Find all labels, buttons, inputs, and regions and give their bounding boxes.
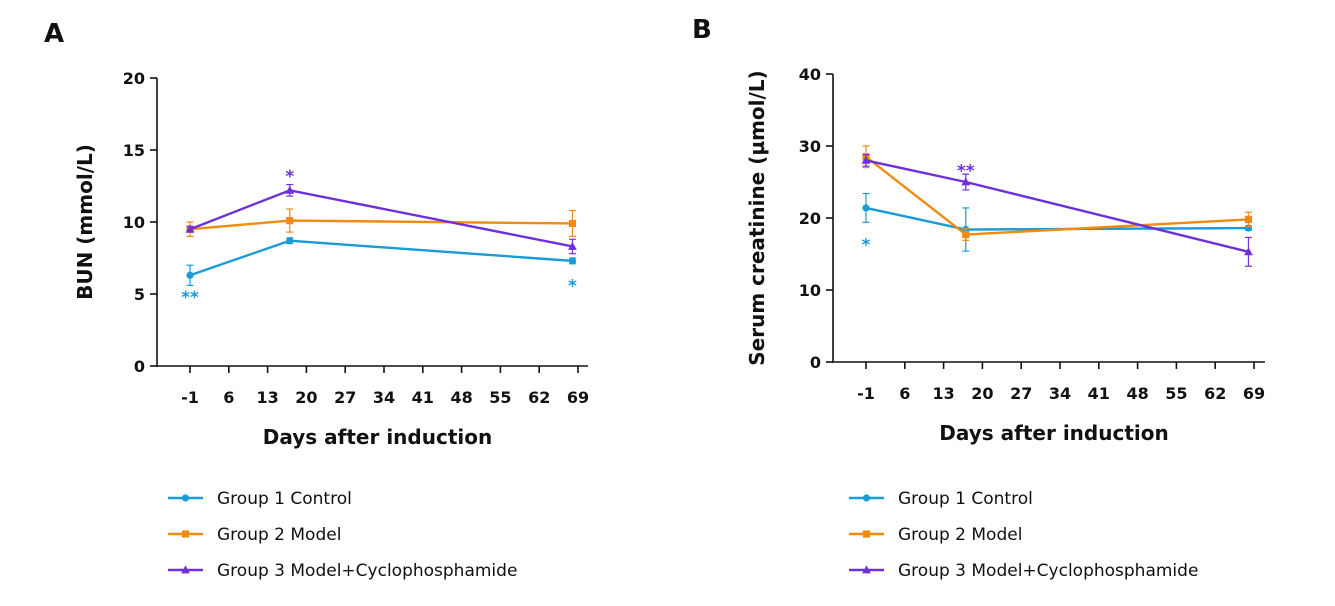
x-axis-title: Days after induction [263, 425, 492, 449]
series-line [189, 189, 573, 248]
series-line [865, 159, 1249, 254]
data-point [286, 237, 294, 245]
data-point [961, 177, 971, 186]
x-tick-label: 62 [528, 388, 550, 407]
series-line [189, 219, 573, 231]
x-tick-label: 48 [450, 388, 472, 407]
series-1 [186, 237, 577, 286]
series-3 [861, 154, 1253, 267]
series-2 [862, 145, 1253, 241]
legend-marker [862, 530, 871, 538]
x-tick-label: -1 [857, 384, 875, 403]
data-point [1244, 215, 1253, 224]
legend-label: Group 3 Model+Cyclophosphamide [217, 561, 517, 581]
x-tick-label: 48 [1126, 384, 1148, 403]
x-tick-label: 34 [373, 388, 395, 407]
series-line [865, 155, 1249, 236]
data-point [862, 204, 870, 212]
y-tick-label: 0 [810, 353, 821, 372]
legend-marker [862, 565, 871, 574]
legend-marker [181, 494, 190, 502]
legend-marker [181, 565, 190, 574]
x-tick-label: 55 [1165, 384, 1187, 403]
x-tick-label: 41 [412, 388, 434, 407]
x-axis-title: Days after induction [939, 421, 1168, 445]
data-point [285, 185, 295, 194]
y-tick-label: 40 [799, 65, 821, 84]
legend-marker [862, 494, 871, 502]
legend-item: Group 1 Control [168, 489, 352, 509]
series-line [189, 239, 573, 277]
chart-panel-A: A 0 5 10 15 20 -1 6 13 20 27 34 41 48 55 62 69 BUN (mmol/… [44, 19, 589, 581]
legend-label: Group 1 Control [217, 489, 352, 509]
data-point [568, 219, 577, 228]
legend-item: Group 3 Model+Cyclophosphamide [168, 561, 517, 581]
data-point [286, 216, 294, 225]
x-tick-label: 62 [1204, 384, 1226, 403]
x-tick-label: 69 [567, 388, 589, 407]
series-line [865, 206, 1249, 231]
legend: Group 1 Control Group 2 Model Group 3 Mode… [849, 489, 1198, 581]
data-point [861, 155, 871, 164]
significance-marker: * [568, 276, 577, 296]
y-tick-label: 20 [799, 209, 821, 228]
legend-marker [181, 530, 190, 538]
x-tick-label: 6 [899, 384, 910, 403]
series-2 [186, 208, 577, 237]
legend-label: Group 1 Control [898, 489, 1033, 509]
legend: Group 1 Control Group 2 Model Group 3 Mode… [168, 489, 517, 581]
x-tick-label: 55 [489, 388, 511, 407]
x-tick-label: 69 [1243, 384, 1265, 403]
significance-marker: ** [957, 161, 975, 181]
panel-letter: B [692, 15, 712, 45]
x-tick-label: -1 [181, 388, 199, 407]
series-3 [185, 183, 577, 255]
x-tick-label: 20 [971, 384, 993, 403]
legend-label: Group 2 Model [898, 525, 1022, 545]
y-tick-label: 10 [123, 213, 145, 232]
y-tick-label: 15 [123, 141, 145, 160]
chart-panel-B: B 0 10 20 30 40 -1 6 13 20 27 34 41 48 55 62 69 Serum cre… [692, 15, 1265, 581]
data-point [1244, 247, 1253, 256]
y-tick-label: 0 [134, 357, 145, 376]
x-tick-label: 13 [932, 384, 954, 403]
x-tick-label: 6 [223, 388, 234, 407]
data-point [568, 241, 577, 250]
y-tick-label: 10 [799, 281, 821, 300]
significance-marker: ** [181, 288, 199, 308]
y-axis-title: BUN (mmol/L) [73, 144, 97, 300]
legend-item: Group 3 Model+Cyclophosphamide [849, 561, 1198, 581]
x-tick-label: 27 [1010, 384, 1032, 403]
x-tick-label: 20 [295, 388, 317, 407]
data-point [568, 257, 577, 265]
legend-label: Group 3 Model+Cyclophosphamide [898, 561, 1198, 581]
x-tick-label: 13 [256, 388, 278, 407]
data-point [185, 224, 195, 233]
x-tick-label: 34 [1049, 384, 1071, 403]
data-point [186, 271, 194, 279]
significance-marker: * [862, 236, 871, 256]
y-tick-label: 20 [123, 69, 145, 88]
legend-item: Group 1 Control [849, 489, 1033, 509]
panel-letter: A [44, 19, 64, 49]
y-axis-title: Serum creatinine (µmol/L) [745, 70, 769, 365]
significance-marker: * [285, 167, 294, 187]
y-tick-label: 30 [799, 137, 821, 156]
y-tick-label: 5 [134, 285, 145, 304]
x-tick-label: 27 [334, 388, 356, 407]
legend-item: Group 2 Model [168, 525, 341, 545]
x-tick-label: 41 [1088, 384, 1110, 403]
legend-label: Group 2 Model [217, 525, 341, 545]
legend-item: Group 2 Model [849, 525, 1022, 545]
data-point [962, 230, 970, 239]
